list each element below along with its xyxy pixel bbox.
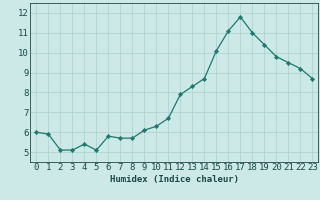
X-axis label: Humidex (Indice chaleur): Humidex (Indice chaleur) [110,175,239,184]
